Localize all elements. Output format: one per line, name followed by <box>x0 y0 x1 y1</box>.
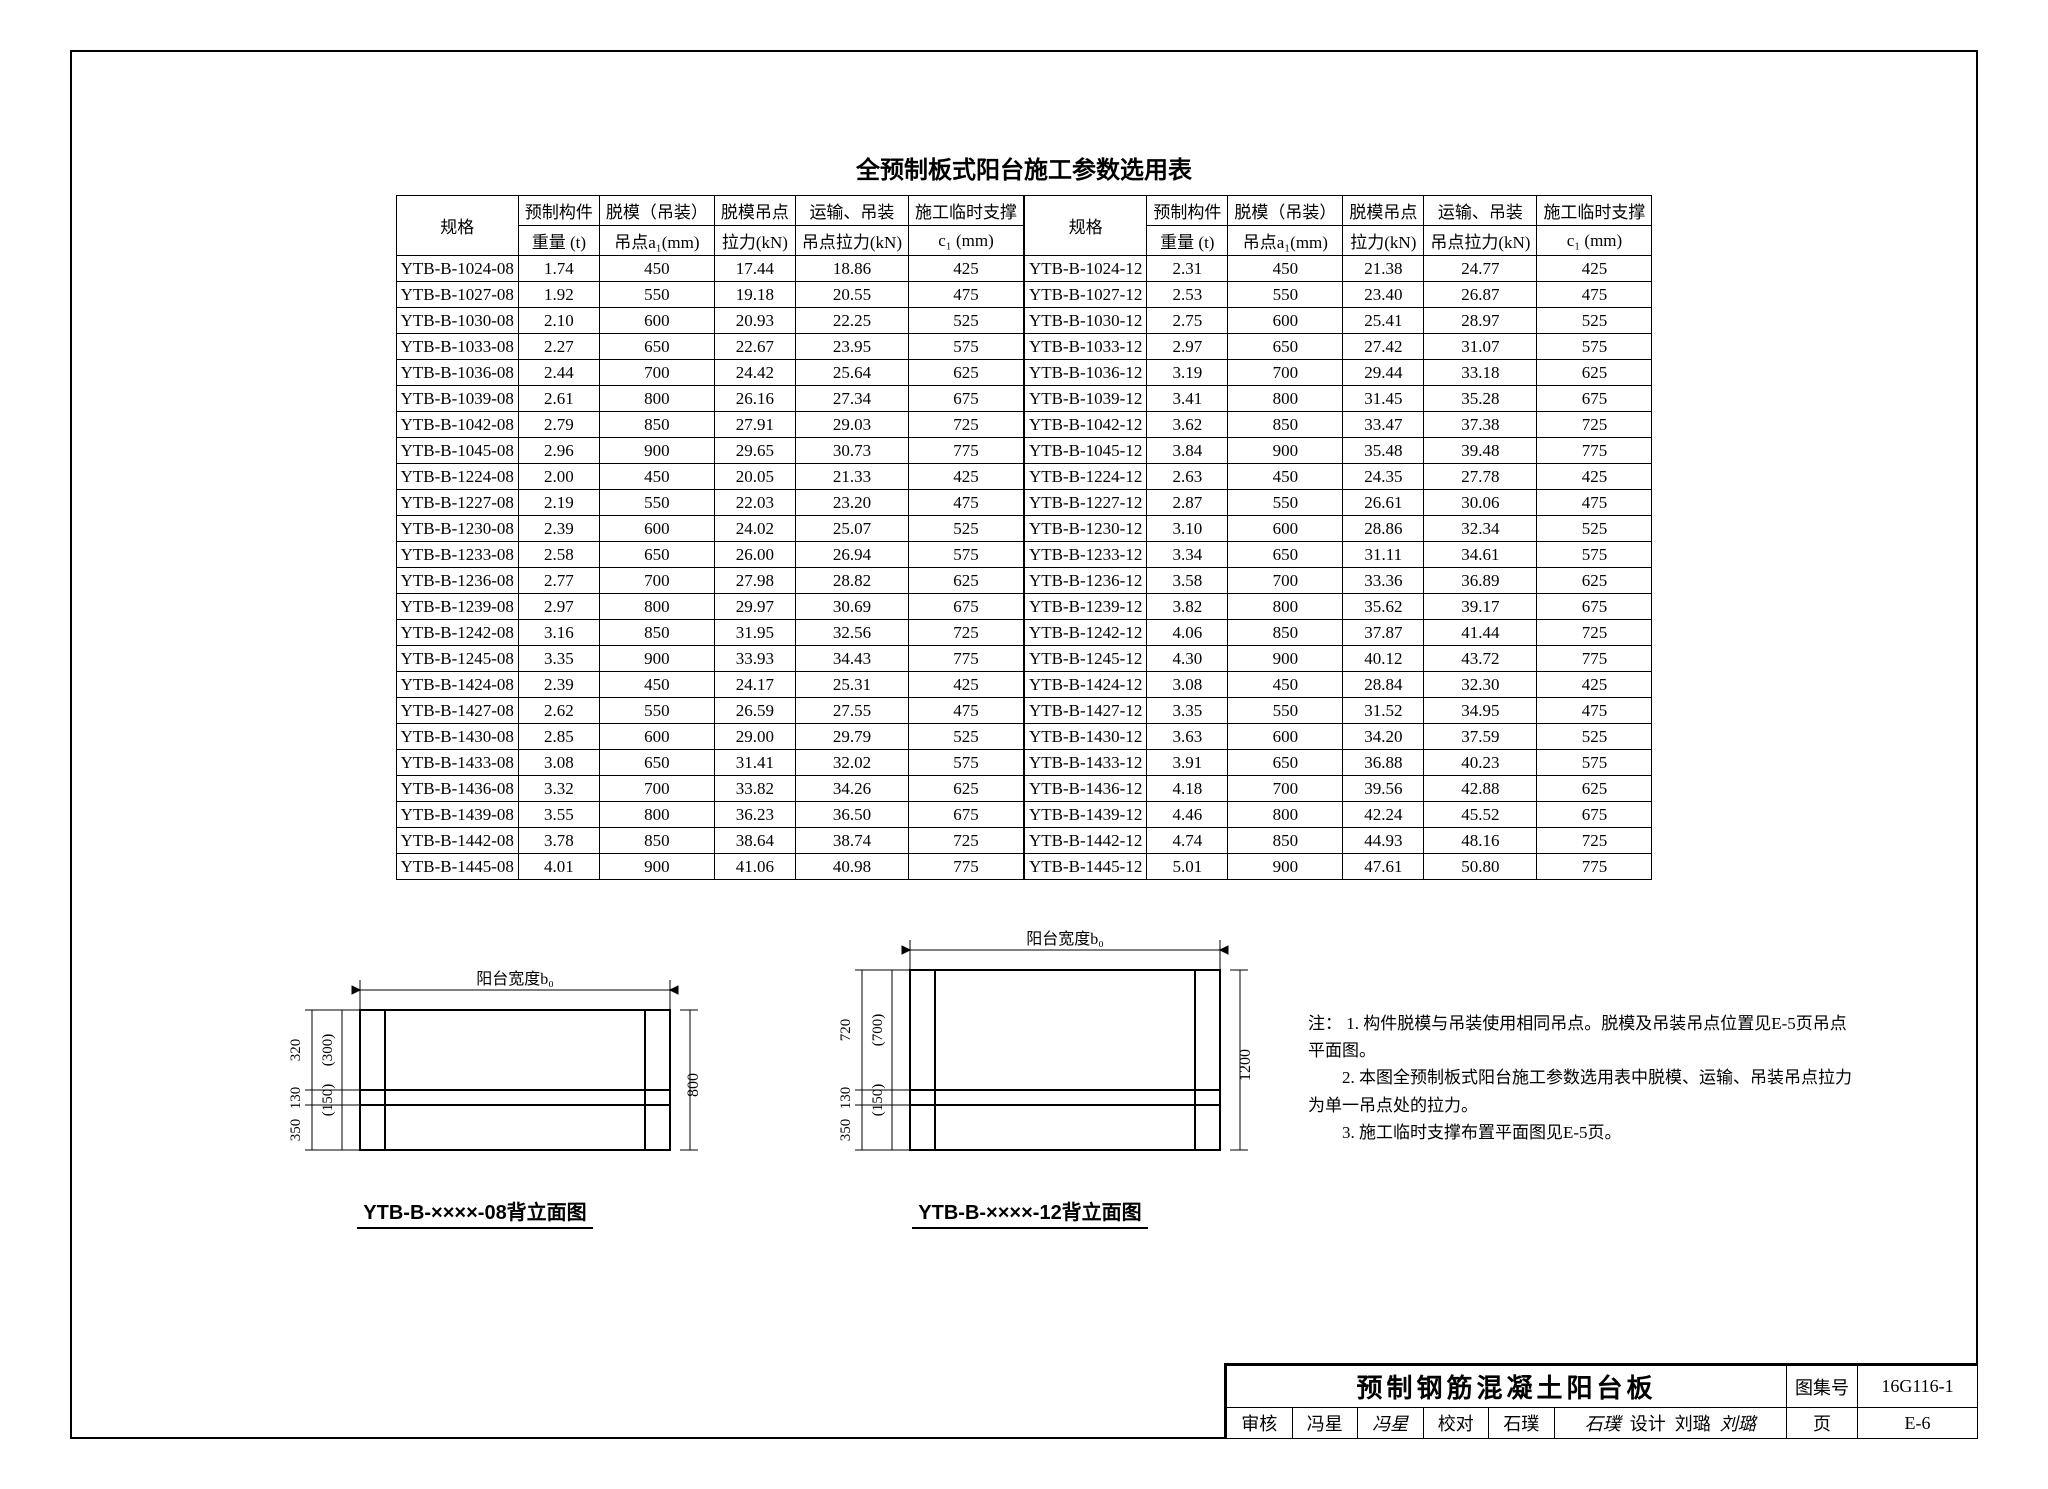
table-row: YTB-B-1445-125.0190047.6150.80775 <box>1025 854 1652 880</box>
svg-text:320: 320 <box>288 1039 304 1062</box>
table-row: YTB-B-1433-123.9165036.8840.23575 <box>1025 750 1652 776</box>
diagram-caption-12: YTB-B-××××-12背立面图 <box>912 1194 1147 1229</box>
table-row: YTB-B-1439-124.4680042.2445.52675 <box>1025 802 1652 828</box>
table-row: YTB-B-1236-123.5870033.3636.89625 <box>1025 568 1652 594</box>
table-row: YTB-B-1224-122.6345024.3527.78425 <box>1025 464 1652 490</box>
table-row: YTB-B-1224-082.0045020.0521.33425 <box>396 464 1023 490</box>
table-row: YTB-B-1442-124.7485044.9348.16725 <box>1025 828 1652 854</box>
table-row: YTB-B-1036-082.4470024.4225.64625 <box>396 360 1023 386</box>
table-row: YTB-B-1242-083.1685031.9532.56725 <box>396 620 1023 646</box>
drawing-title: 预制钢筋混凝土阳台板 <box>1227 1366 1787 1408</box>
table-row: YTB-B-1027-081.9255019.1820.55475 <box>396 282 1023 308</box>
table-row: YTB-B-1230-123.1060028.8632.34525 <box>1025 516 1652 542</box>
table-row: YTB-B-1430-123.6360034.2037.59525 <box>1025 724 1652 750</box>
role-sheji: 设计 <box>1630 1414 1666 1434</box>
table-row: YTB-B-1445-084.0190041.0640.98775 <box>396 854 1023 880</box>
table-row: YTB-B-1227-122.8755026.6130.06475 <box>1025 490 1652 516</box>
sig-shenhe: 冯星 <box>1358 1408 1424 1439</box>
elevation-diagram-12: 阳台宽度b₀ 1200 <box>800 930 1260 1229</box>
table-row: YTB-B-1045-082.9690029.6530.73775 <box>396 438 1023 464</box>
parameter-tables: 规格 预制构件 脱模（吊装） 脱模吊点 运输、吊装 施工临时支撑 重量 (t) … <box>230 195 1818 880</box>
table-title: 全预制板式阳台施工参数选用表 <box>230 150 1818 185</box>
svg-text:720: 720 <box>838 1019 854 1042</box>
sig-jiaodui: 石璞 <box>1585 1414 1621 1434</box>
svg-text:350: 350 <box>288 1119 304 1142</box>
span-label: 阳台宽度b₀ <box>476 970 554 988</box>
table-row: YTB-B-1236-082.7770027.9828.82625 <box>396 568 1023 594</box>
set-label: 图集号 <box>1787 1366 1858 1408</box>
svg-text:350: 350 <box>838 1119 854 1142</box>
span-label: 阳台宽度b₀ <box>1026 930 1104 948</box>
table-row: YTB-B-1227-082.1955022.0323.20475 <box>396 490 1023 516</box>
table-row: YTB-B-1433-083.0865031.4132.02575 <box>396 750 1023 776</box>
table-row: YTB-B-1045-123.8490035.4839.48775 <box>1025 438 1652 464</box>
table-row: YTB-B-1436-124.1870039.5642.88625 <box>1025 776 1652 802</box>
svg-text:(700): (700) <box>870 1014 886 1047</box>
table-row: YTB-B-1430-082.8560029.0029.79525 <box>396 724 1023 750</box>
table-row: YTB-B-1039-082.6180026.1627.34675 <box>396 386 1023 412</box>
table-row: YTB-B-1036-123.1970029.4433.18625 <box>1025 360 1652 386</box>
parameter-table-left: 规格 预制构件 脱模（吊装） 脱模吊点 运输、吊装 施工临时支撑 重量 (t) … <box>396 195 1024 880</box>
table-row: YTB-B-1442-083.7885038.6438.74725 <box>396 828 1023 854</box>
table-row: YTB-B-1242-124.0685037.8741.44725 <box>1025 620 1652 646</box>
table-row: YTB-B-1033-122.9765027.4231.07575 <box>1025 334 1652 360</box>
table-row: YTB-B-1042-082.7985027.9129.03725 <box>396 412 1023 438</box>
table-row: YTB-B-1424-123.0845028.8432.30425 <box>1025 672 1652 698</box>
svg-text:(150): (150) <box>320 1084 336 1117</box>
table-row: YTB-B-1033-082.2765022.6723.95575 <box>396 334 1023 360</box>
table-row: YTB-B-1427-082.6255026.5927.55475 <box>396 698 1023 724</box>
diagram-caption-08: YTB-B-××××-08背立面图 <box>357 1194 592 1229</box>
role-jiaodui: 校对 <box>1423 1408 1489 1439</box>
total-height-08: 800 <box>685 1073 700 1097</box>
table-row: YTB-B-1024-122.3145021.3824.77425 <box>1025 256 1652 282</box>
table-row: YTB-B-1233-123.3465031.1134.61575 <box>1025 542 1652 568</box>
table-row: YTB-B-1030-122.7560025.4128.97525 <box>1025 308 1652 334</box>
table-row: YTB-B-1436-083.3270033.8234.26625 <box>396 776 1023 802</box>
name-jiaodui: 石璞 <box>1489 1408 1555 1439</box>
table-row: YTB-B-1245-083.3590033.9334.43775 <box>396 646 1023 672</box>
table-row: YTB-B-1024-081.7445017.4418.86425 <box>396 256 1023 282</box>
table-row: YTB-B-1030-082.1060020.9322.25525 <box>396 308 1023 334</box>
svg-text:(150): (150) <box>870 1084 886 1117</box>
table-row: YTB-B-1239-123.8280035.6239.17675 <box>1025 594 1652 620</box>
set-number: 16G116-1 <box>1858 1366 1978 1408</box>
role-shenhe: 审核 <box>1227 1408 1293 1439</box>
parameter-table-right: 规格 预制构件 脱模（吊装） 脱模吊点 运输、吊装 施工临时支撑 重量 (t) … <box>1024 195 1652 880</box>
total-height-12: 1200 <box>1237 1049 1254 1081</box>
table-row: YTB-B-1424-082.3945024.1725.31425 <box>396 672 1023 698</box>
table-row: YTB-B-1027-122.5355023.4026.87475 <box>1025 282 1652 308</box>
page-label: 页 <box>1787 1408 1858 1439</box>
svg-text:130: 130 <box>838 1087 854 1110</box>
title-block: 预制钢筋混凝土阳台板 图集号 16G116-1 审核 冯星 冯星 校对 石璞 石… <box>1224 1363 1978 1439</box>
table-row: YTB-B-1439-083.5580036.2336.50675 <box>396 802 1023 828</box>
drawing-sheet: 全预制板式阳台施工参数选用表 规格 预制构件 脱模（吊装） 脱模吊点 运输、吊装… <box>0 0 2048 1489</box>
table-row: YTB-B-1233-082.5865026.0026.94575 <box>396 542 1023 568</box>
name-shenhe: 冯星 <box>1292 1408 1358 1439</box>
name-sheji: 刘璐 <box>1675 1414 1711 1434</box>
svg-text:130: 130 <box>288 1087 304 1110</box>
svg-text:(300): (300) <box>320 1034 336 1067</box>
table-row: YTB-B-1239-082.9780029.9730.69675 <box>396 594 1023 620</box>
table-row: YTB-B-1230-082.3960024.0225.07525 <box>396 516 1023 542</box>
table-row: YTB-B-1042-123.6285033.4737.38725 <box>1025 412 1652 438</box>
page-number: E-6 <box>1858 1408 1978 1439</box>
table-row: YTB-B-1427-123.3555031.5234.95475 <box>1025 698 1652 724</box>
table-row: YTB-B-1039-123.4180031.4535.28675 <box>1025 386 1652 412</box>
sig-sheji: 刘璐 <box>1720 1414 1756 1434</box>
table-row: YTB-B-1245-124.3090040.1243.72775 <box>1025 646 1652 672</box>
elevation-diagram-08: 阳台宽度b₀ 800 <box>250 970 700 1229</box>
